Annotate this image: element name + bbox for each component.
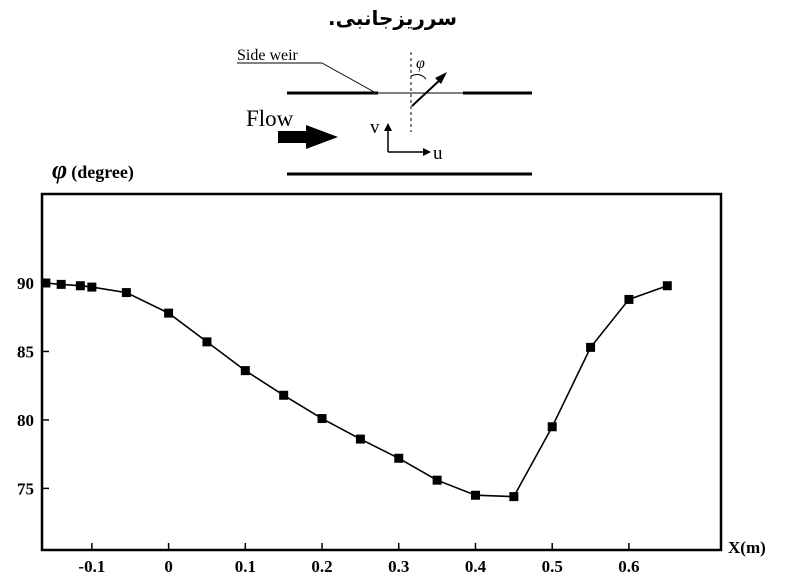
data-point bbox=[75, 281, 85, 291]
data-point bbox=[470, 490, 480, 500]
x-axis-title: X(m) bbox=[728, 538, 766, 557]
side-weir-leader-line bbox=[321, 62, 377, 94]
plot-frame bbox=[40, 192, 723, 552]
series-layer bbox=[41, 278, 672, 502]
x-tick-label: 0.4 bbox=[465, 557, 487, 576]
data-point bbox=[121, 288, 131, 298]
data-point bbox=[509, 492, 519, 502]
data-point bbox=[624, 294, 634, 304]
data-point bbox=[317, 414, 327, 424]
data-point bbox=[662, 281, 672, 291]
flow-label: Flow bbox=[246, 106, 294, 131]
y-tick-label: 75 bbox=[17, 479, 34, 498]
angle-phi-label: φ bbox=[416, 55, 425, 72]
data-point bbox=[432, 475, 442, 485]
axis-tick-labels: -0.1 0 0.1 0.2 0.3 0.4 0.5 0.6 75 80 85 90 bbox=[17, 274, 640, 576]
data-point bbox=[240, 366, 250, 376]
data-point bbox=[202, 337, 212, 347]
series-line bbox=[45, 282, 668, 498]
axis-ticks bbox=[42, 282, 630, 550]
u-axis-arrowhead bbox=[423, 148, 431, 156]
caption-text: سرریزجانبی. bbox=[327, 6, 457, 30]
y-tick-label: 85 bbox=[17, 342, 34, 361]
data-point bbox=[41, 278, 51, 288]
flow-arrow-icon bbox=[278, 125, 338, 149]
data-point bbox=[586, 342, 596, 352]
data-point bbox=[56, 279, 66, 289]
x-tick-label: -0.1 bbox=[78, 557, 105, 576]
y-tick-label: 90 bbox=[17, 274, 34, 293]
x-tick-label: 0 bbox=[164, 557, 173, 576]
data-point bbox=[87, 282, 97, 292]
side-weir-label: Side weir bbox=[237, 47, 299, 64]
y-axis-symbol: φ bbox=[52, 155, 67, 184]
y-axis-unit: (degree) bbox=[71, 162, 134, 183]
x-tick-label: 0.5 bbox=[542, 557, 563, 576]
data-point bbox=[547, 422, 557, 432]
data-point bbox=[164, 308, 174, 318]
data-point bbox=[394, 453, 404, 463]
x-tick-label: 0.1 bbox=[235, 557, 256, 576]
angle-arc bbox=[410, 74, 427, 80]
x-tick-label: 0.3 bbox=[388, 557, 409, 576]
y-axis-title: φ (degree) bbox=[52, 155, 134, 184]
x-tick-label: 0.2 bbox=[311, 557, 332, 576]
u-label: u bbox=[433, 143, 443, 164]
v-label: v bbox=[370, 117, 380, 138]
x-tick-label: 0.6 bbox=[618, 557, 639, 576]
data-point bbox=[279, 390, 289, 400]
side-weir-schematic: Side weir φ Flow v u bbox=[237, 47, 532, 176]
y-tick-label: 80 bbox=[17, 411, 34, 430]
data-point bbox=[355, 434, 365, 444]
v-axis-arrowhead bbox=[384, 123, 392, 131]
velocity-arrowhead bbox=[435, 72, 447, 84]
velocity-direction-line bbox=[411, 77, 443, 107]
